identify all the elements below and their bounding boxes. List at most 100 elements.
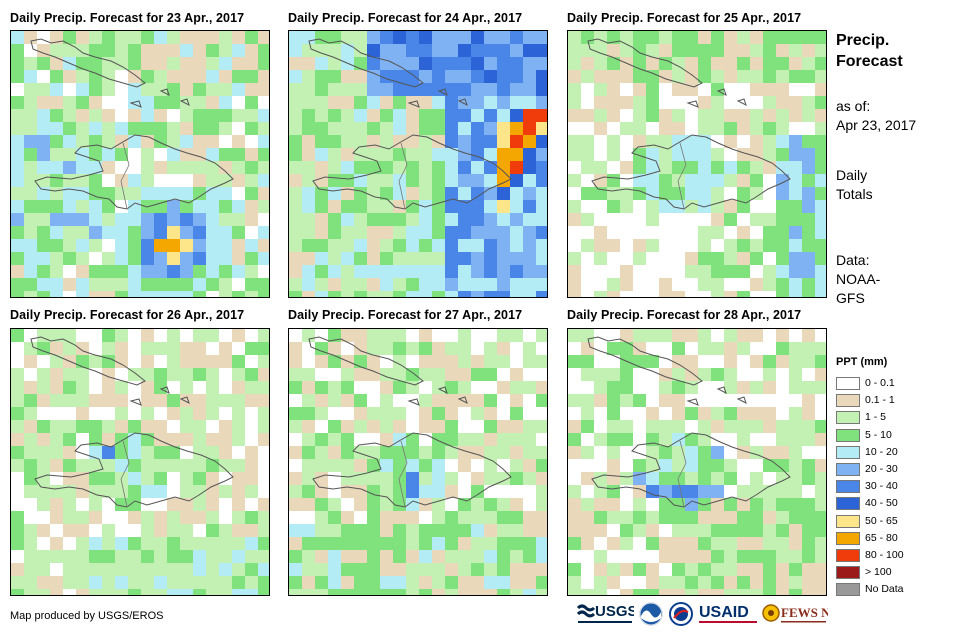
precip-cell — [315, 291, 328, 297]
precip-cell — [510, 83, 523, 96]
precip-cell — [789, 148, 802, 161]
precip-cell — [206, 485, 219, 498]
precip-cell — [568, 446, 581, 459]
svg-text:USAID: USAID — [699, 604, 749, 621]
precip-cell — [672, 524, 685, 537]
precip-cell — [646, 511, 659, 524]
precip-cell — [471, 31, 484, 44]
precip-cell — [594, 472, 607, 485]
precip-cell — [711, 485, 724, 498]
precip-cell — [11, 420, 24, 433]
precip-cell — [568, 44, 581, 57]
precip-cell — [724, 550, 737, 563]
precip-cell — [458, 563, 471, 576]
precip-cell — [698, 161, 711, 174]
precip-cell — [141, 472, 154, 485]
precip-cell — [89, 109, 102, 122]
precip-cell — [646, 537, 659, 550]
precip-cell — [76, 420, 89, 433]
precip-cell — [341, 265, 354, 278]
precip-cell — [102, 329, 115, 342]
precip-cell — [763, 420, 776, 433]
precip-cell — [581, 420, 594, 433]
precip-cell — [354, 96, 367, 109]
precip-cell — [393, 511, 406, 524]
precip-cell — [24, 148, 37, 161]
precip-cell — [258, 511, 269, 524]
precip-cell — [232, 174, 245, 187]
precip-cell — [581, 31, 594, 44]
precip-cell — [594, 511, 607, 524]
precip-cell — [471, 226, 484, 239]
precip-cell — [154, 459, 167, 472]
precip-cell — [50, 213, 63, 226]
precip-cell — [354, 563, 367, 576]
precip-cell — [141, 161, 154, 174]
precip-cell — [302, 498, 315, 511]
precip-cell — [180, 44, 193, 57]
precip-cell — [445, 226, 458, 239]
precip-cell — [620, 472, 633, 485]
precip-cell — [24, 381, 37, 394]
precip-cell — [737, 174, 750, 187]
precip-cell — [141, 485, 154, 498]
precip-cell — [711, 576, 724, 589]
precip-cell — [802, 44, 815, 57]
precip-cell — [419, 407, 432, 420]
precip-cell — [380, 472, 393, 485]
precip-cell — [815, 109, 826, 122]
precip-cell — [11, 226, 24, 239]
precip-cell — [341, 122, 354, 135]
precip-cell — [315, 563, 328, 576]
precip-cell — [302, 265, 315, 278]
precip-cell — [289, 96, 302, 109]
precip-cell — [380, 96, 393, 109]
precip-cell — [445, 576, 458, 589]
precip-cell — [380, 524, 393, 537]
precip-cell — [393, 407, 406, 420]
precip-cell — [232, 433, 245, 446]
precip-cell — [302, 96, 315, 109]
precip-cell — [497, 498, 510, 511]
precip-cell — [523, 96, 536, 109]
precip-cell — [406, 265, 419, 278]
precip-cell — [24, 239, 37, 252]
precip-cell — [380, 498, 393, 511]
precip-cell — [180, 200, 193, 213]
panel-title-1: Daily Precip. Forecast for 23 Apr., 2017 — [10, 11, 245, 25]
precip-cell — [698, 550, 711, 563]
precip-cell — [471, 563, 484, 576]
precip-cell — [776, 433, 789, 446]
precip-cell — [380, 83, 393, 96]
precip-cell — [289, 485, 302, 498]
precip-cell — [63, 342, 76, 355]
precip-cell — [432, 187, 445, 200]
precip-cell — [128, 200, 141, 213]
precip-cell — [245, 394, 258, 407]
precip-cell — [497, 342, 510, 355]
precip-cell — [802, 524, 815, 537]
precip-cell — [672, 511, 685, 524]
precip-cell — [180, 213, 193, 226]
precip-cell — [258, 57, 269, 70]
precip-cell — [219, 420, 232, 433]
precip-cell — [206, 252, 219, 265]
precip-cell — [763, 446, 776, 459]
precip-cell — [802, 420, 815, 433]
precip-cell — [63, 44, 76, 57]
precip-cell — [568, 278, 581, 291]
precip-cell — [458, 239, 471, 252]
precip-cell — [568, 576, 581, 589]
precip-cell — [406, 511, 419, 524]
precip-cell — [367, 576, 380, 589]
precip-cell — [24, 589, 37, 595]
precip-cell — [523, 148, 536, 161]
precip-cell — [419, 161, 432, 174]
precip-cell — [128, 485, 141, 498]
precip-cell — [633, 187, 646, 200]
precip-cell — [711, 226, 724, 239]
precip-cell — [76, 135, 89, 148]
precip-cell — [11, 381, 24, 394]
precip-cell — [328, 537, 341, 550]
precip-cell — [11, 576, 24, 589]
